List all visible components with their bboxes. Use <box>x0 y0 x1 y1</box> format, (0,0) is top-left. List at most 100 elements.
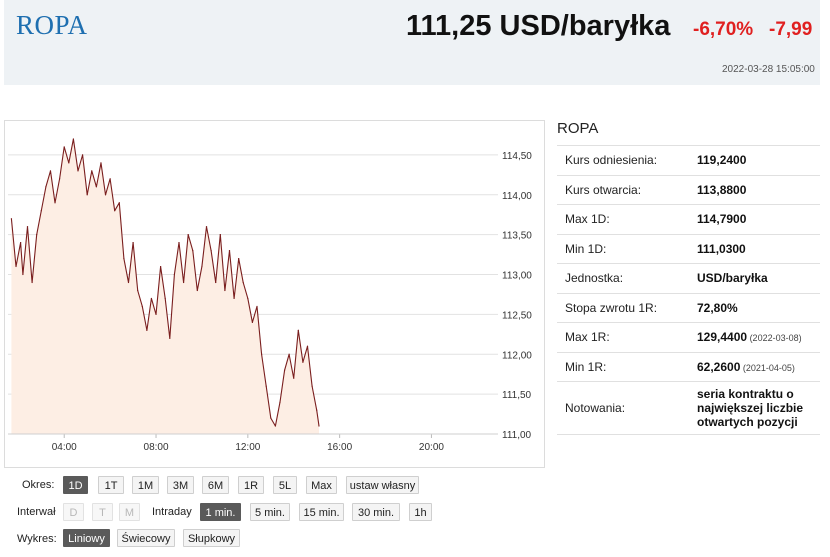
price-point <box>45 186 47 188</box>
chart-type-label: Wykres: <box>17 533 57 545</box>
price-point <box>233 297 235 300</box>
price-point <box>160 265 162 268</box>
price-point <box>182 281 185 284</box>
x-tick-label: 16:00 <box>327 442 352 453</box>
info-row: Min 1R: 62,2600 (2021-04-05) <box>557 351 820 382</box>
price-point <box>283 369 286 371</box>
info-row-listing: Notowania: seria kontraktu o największej … <box>557 381 820 435</box>
price-point <box>49 170 52 172</box>
price-point <box>274 425 276 427</box>
info-row: Jednostka: USD/baryłka <box>557 263 820 293</box>
period-row: Okres: 1D 1T 1M 3M 6M 1R 5L Max ustaw własny <box>0 476 560 496</box>
price-point <box>114 210 116 212</box>
y-tick-label: 114,50 <box>502 151 532 162</box>
side-panel-title: ROPA <box>557 120 599 137</box>
price-point <box>68 162 70 164</box>
price-point <box>15 265 17 268</box>
price-point <box>20 242 22 244</box>
info-note: (2021-04-05) <box>740 362 795 373</box>
x-tick-label: 12:00 <box>235 442 260 453</box>
info-label: Max 1R: <box>557 322 697 352</box>
price-chart[interactable]: 114,50 114,00 113,50 113,00 112,50 112,00 111,… <box>4 120 545 468</box>
price-point <box>228 249 231 252</box>
info-row: Kurs otwarcia: 113,8800 <box>557 174 820 205</box>
info-value: USD/baryłka <box>697 271 768 286</box>
price-point <box>77 170 79 172</box>
info-value-cell: 72,80% <box>697 292 820 323</box>
price-point <box>100 162 102 164</box>
price-point <box>251 321 254 323</box>
info-label: Max 1D: <box>557 204 697 234</box>
period-button-3m[interactable]: 3M <box>167 476 194 494</box>
change-value: -7,99 <box>769 19 813 40</box>
info-row: Max 1D: 114,7900 <box>557 204 820 234</box>
price-point <box>95 186 97 188</box>
info-value: 119,2400 <box>697 153 747 168</box>
period-button-1m[interactable]: 1M <box>132 476 159 494</box>
price-point <box>224 289 226 292</box>
info-value: 129,4400 <box>697 330 748 345</box>
price-point <box>311 385 313 387</box>
chart-type-button-liniowy[interactable]: Liniowy <box>63 529 110 547</box>
info-value-cell: 111,0300 <box>697 233 820 264</box>
price-point <box>261 353 263 355</box>
price-point <box>297 329 299 331</box>
period-button-1r[interactable]: 1R <box>238 476 264 494</box>
price-point <box>256 305 258 308</box>
price-point <box>118 202 120 204</box>
price-point <box>201 265 203 268</box>
price-point <box>187 234 189 236</box>
period-button-1d[interactable]: 1D <box>63 476 88 494</box>
info-value-cell: 113,8800 <box>697 174 820 205</box>
info-value: 62,2600 <box>697 359 741 374</box>
price-point <box>54 202 56 204</box>
price-point <box>72 138 75 140</box>
x-tick-label: 04:00 <box>52 442 77 453</box>
y-tick-label: 113,00 <box>502 271 532 282</box>
y-tick-label: 114,00 <box>502 191 532 202</box>
quote-header: ROPA 111,25 USD/baryłka -6,70% -7,99 202… <box>4 0 820 85</box>
price-point <box>104 194 107 196</box>
info-label: Kurs odniesienia: <box>557 145 697 175</box>
price-chart-svg[interactable]: 114,50 114,00 113,50 113,00 112,50 112,00 111,… <box>5 121 544 467</box>
info-label: Jednostka: <box>557 263 697 293</box>
price-point <box>123 257 125 260</box>
listing-value: seria kontraktu o największej liczbie ot… <box>697 381 820 435</box>
info-value-cell: 129,4400 (2022-03-08) <box>697 322 820 352</box>
intraday-button-1h[interactable]: 1h <box>409 503 432 521</box>
y-tick-label: 111,00 <box>502 430 532 441</box>
info-value: 114,7900 <box>697 212 747 227</box>
period-button-max[interactable]: Max <box>306 476 337 494</box>
y-tick-label: 111,50 <box>502 390 532 401</box>
period-button-1t[interactable]: 1T <box>98 476 124 494</box>
price-point <box>178 242 180 244</box>
price-point <box>155 313 157 315</box>
info-row: Min 1D: 111,0300 <box>557 233 820 264</box>
price-point <box>288 353 290 355</box>
price-point <box>141 305 143 308</box>
price-point <box>215 281 217 284</box>
intraday-button-5-min[interactable]: 5 min. <box>250 503 290 521</box>
interval-button-t: T <box>92 503 113 521</box>
period-button-5l[interactable]: 5L <box>273 476 297 494</box>
price-point <box>127 281 130 284</box>
x-tick-label: 08:00 <box>144 442 169 453</box>
price-point <box>279 401 281 403</box>
price-point <box>196 289 198 292</box>
price-point <box>238 257 240 260</box>
intraday-label: Intraday <box>152 506 192 518</box>
price-point <box>59 178 61 180</box>
intraday-button-1-min[interactable]: 1 min. <box>200 503 241 521</box>
period-button-ustaw-w-asny[interactable]: ustaw własny <box>346 476 419 494</box>
period-button-6m[interactable]: 6M <box>202 476 229 494</box>
price-point <box>137 289 139 292</box>
price-point <box>242 281 244 284</box>
intraday-button-30-min[interactable]: 30 min. <box>352 503 400 521</box>
chart-type-button-s-upkowy[interactable]: Słupkowy <box>183 529 240 547</box>
price-point <box>81 154 84 156</box>
intraday-button-15-min[interactable]: 15 min. <box>299 503 344 521</box>
chart-type-button--wiecowy[interactable]: Świecowy <box>117 529 175 547</box>
change-percent: -6,70% <box>693 19 754 40</box>
current-price: 111,25 USD/baryłka <box>406 10 671 42</box>
